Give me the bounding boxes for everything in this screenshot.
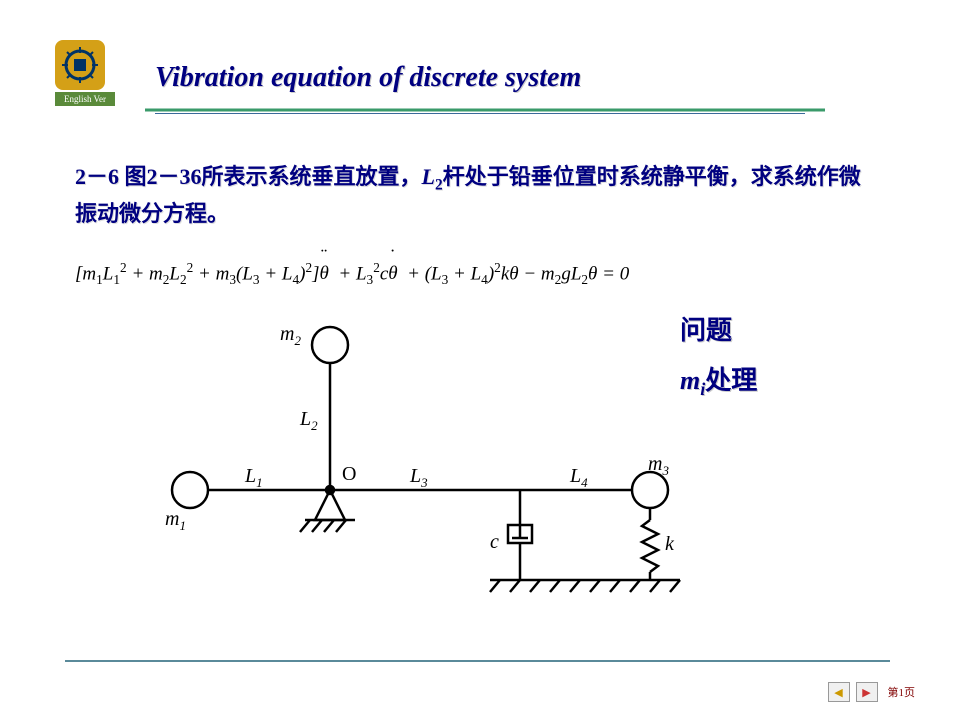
label-m1: m1 [165, 508, 186, 533]
footer-divider [65, 660, 890, 662]
logo-label: English Ver [55, 92, 115, 106]
problem-statement: 2－6 图2－36所表示系统垂直放置，L2杆处于铅垂位置时系统静平衡，求系统作微… [75, 160, 875, 230]
nav-controls: ◀ ▶ 第1页 [828, 682, 916, 702]
logo: English Ver [55, 40, 115, 105]
logo-gear [55, 40, 105, 90]
problem-prefix: 2－6 图2－36 [75, 164, 202, 189]
title-underline [145, 108, 825, 114]
label-L2: L2 [299, 408, 318, 433]
equation: [m1L12 + m2L22 + m3(L3 + L4)2]θ¨ + L32cθ… [75, 260, 629, 288]
label-O: O [342, 463, 356, 485]
page-title: Vibration equation of discrete system [155, 62, 581, 94]
label-L4: L4 [569, 465, 588, 490]
label-c: c [490, 531, 499, 553]
prev-button[interactable]: ◀ [828, 682, 850, 702]
label-m2: m2 [280, 323, 301, 348]
L2-var: L [422, 164, 435, 189]
label-k: k [665, 533, 675, 555]
problem-text1: 所表示系统垂直放置， [202, 164, 422, 189]
page-number: 第1页 [888, 684, 916, 700]
label-L3: L3 [409, 465, 428, 490]
next-button[interactable]: ▶ [856, 682, 878, 702]
L2-sub: 2 [435, 176, 443, 193]
mi-suffix: 处理 [705, 366, 757, 395]
label-L1: L1 [244, 465, 263, 490]
mechanical-diagram: m1 m2 m3 L1 L2 L3 L4 O c k [150, 320, 710, 610]
label-m3: m3 [648, 453, 669, 478]
